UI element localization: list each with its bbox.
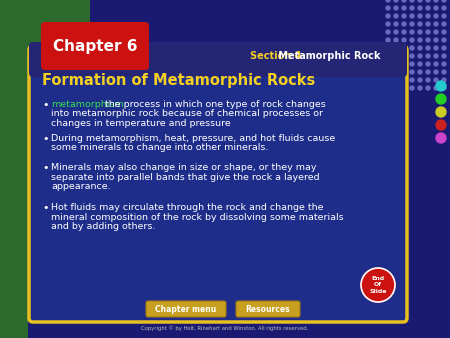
Circle shape: [426, 22, 430, 26]
Text: Chapter menu: Chapter menu: [155, 305, 216, 314]
Circle shape: [426, 14, 430, 18]
Circle shape: [436, 94, 446, 104]
Circle shape: [30, 121, 34, 125]
Text: •: •: [42, 163, 49, 173]
Circle shape: [426, 38, 430, 42]
Circle shape: [386, 54, 390, 58]
Circle shape: [418, 70, 422, 74]
Circle shape: [402, 6, 406, 10]
Circle shape: [442, 86, 446, 90]
Circle shape: [442, 30, 446, 34]
Circle shape: [386, 70, 390, 74]
Circle shape: [426, 30, 430, 34]
FancyBboxPatch shape: [41, 22, 149, 70]
Text: appearance.: appearance.: [51, 182, 111, 191]
Text: mineral composition of the rock by dissolving some materials: mineral composition of the rock by disso…: [51, 213, 344, 221]
Circle shape: [418, 62, 422, 66]
Circle shape: [418, 22, 422, 26]
Text: Copyright © by Holt, Rinehart and Winston. All rights reserved.: Copyright © by Holt, Rinehart and Winsto…: [141, 325, 309, 331]
Circle shape: [418, 78, 422, 82]
Circle shape: [418, 54, 422, 58]
FancyBboxPatch shape: [29, 42, 407, 77]
Circle shape: [442, 78, 446, 82]
Circle shape: [30, 145, 34, 149]
Text: Formation of Metamorphic Rocks: Formation of Metamorphic Rocks: [42, 72, 315, 88]
Circle shape: [434, 62, 438, 66]
Circle shape: [434, 78, 438, 82]
Circle shape: [442, 70, 446, 74]
Circle shape: [402, 14, 406, 18]
Text: into metamorphic rock because of chemical processes or: into metamorphic rock because of chemica…: [51, 110, 323, 119]
Circle shape: [418, 86, 422, 90]
Circle shape: [410, 22, 414, 26]
Circle shape: [402, 62, 406, 66]
Circle shape: [436, 81, 446, 91]
Circle shape: [386, 14, 390, 18]
Circle shape: [434, 38, 438, 42]
Circle shape: [434, 70, 438, 74]
FancyBboxPatch shape: [146, 301, 226, 317]
Text: Resources: Resources: [246, 305, 290, 314]
Text: During metamorphism, heat, pressure, and hot fluids cause: During metamorphism, heat, pressure, and…: [51, 134, 335, 143]
Polygon shape: [0, 0, 28, 338]
Text: Section 4: Section 4: [250, 51, 302, 61]
Circle shape: [410, 6, 414, 10]
Text: Minerals may also change in size or shape, or they may: Minerals may also change in size or shap…: [51, 163, 316, 172]
Circle shape: [442, 6, 446, 10]
Circle shape: [426, 62, 430, 66]
Circle shape: [410, 30, 414, 34]
Circle shape: [394, 38, 398, 42]
Circle shape: [30, 133, 34, 137]
Text: some minerals to change into other minerals.: some minerals to change into other miner…: [51, 144, 268, 152]
Circle shape: [434, 22, 438, 26]
Circle shape: [442, 14, 446, 18]
Circle shape: [436, 120, 446, 130]
Circle shape: [402, 54, 406, 58]
Circle shape: [386, 46, 390, 50]
Circle shape: [434, 30, 438, 34]
Circle shape: [402, 78, 406, 82]
FancyBboxPatch shape: [236, 301, 300, 317]
Circle shape: [386, 38, 390, 42]
Circle shape: [418, 0, 422, 2]
Circle shape: [394, 46, 398, 50]
Text: metamorphism: metamorphism: [51, 100, 124, 109]
Text: •: •: [42, 203, 49, 213]
Circle shape: [418, 46, 422, 50]
Circle shape: [402, 46, 406, 50]
Circle shape: [442, 46, 446, 50]
Circle shape: [394, 62, 398, 66]
Circle shape: [394, 6, 398, 10]
Circle shape: [418, 6, 422, 10]
Circle shape: [386, 86, 390, 90]
Circle shape: [442, 54, 446, 58]
Circle shape: [410, 0, 414, 2]
Circle shape: [402, 70, 406, 74]
Text: •: •: [42, 134, 49, 144]
Circle shape: [426, 0, 430, 2]
Circle shape: [402, 0, 406, 2]
Circle shape: [394, 30, 398, 34]
Circle shape: [410, 78, 414, 82]
Circle shape: [402, 86, 406, 90]
Text: Metamorphic Rock: Metamorphic Rock: [275, 51, 381, 61]
Circle shape: [386, 78, 390, 82]
Circle shape: [394, 78, 398, 82]
Circle shape: [418, 30, 422, 34]
Circle shape: [434, 0, 438, 2]
Circle shape: [442, 22, 446, 26]
Text: Hot fluids may circulate through the rock and change the: Hot fluids may circulate through the roc…: [51, 203, 324, 212]
Circle shape: [442, 0, 446, 2]
Circle shape: [410, 46, 414, 50]
Circle shape: [426, 70, 430, 74]
Circle shape: [410, 70, 414, 74]
FancyBboxPatch shape: [29, 46, 407, 322]
Circle shape: [426, 54, 430, 58]
Text: •: •: [42, 100, 49, 110]
Polygon shape: [0, 0, 90, 58]
FancyBboxPatch shape: [33, 46, 403, 68]
Circle shape: [418, 38, 422, 42]
Circle shape: [394, 22, 398, 26]
Text: and by adding others.: and by adding others.: [51, 222, 155, 231]
